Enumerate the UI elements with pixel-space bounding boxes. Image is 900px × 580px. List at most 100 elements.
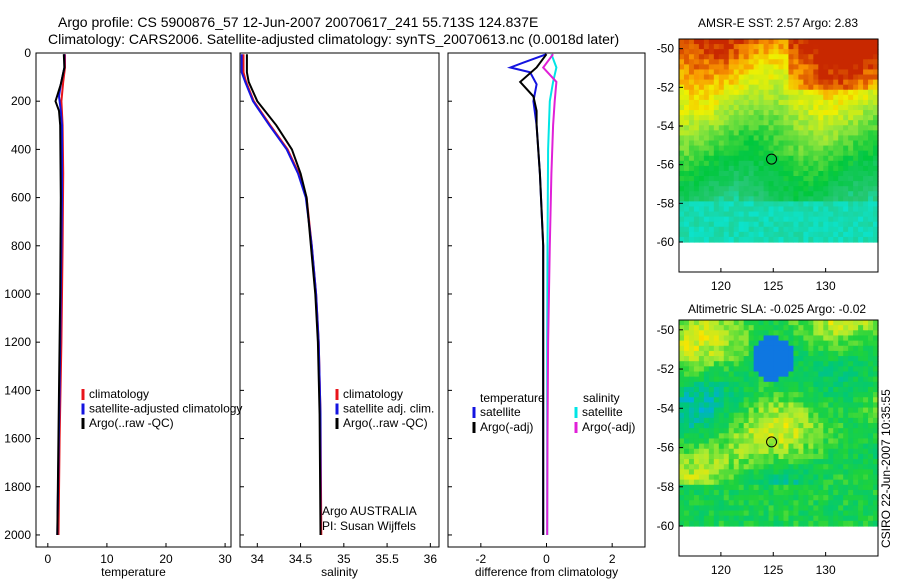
map-cell	[683, 459, 690, 465]
map-cell	[763, 120, 770, 126]
map-cell	[858, 402, 864, 409]
y-tick-label: 1200	[4, 335, 31, 349]
map-cell	[798, 330, 804, 337]
map-cell	[743, 84, 750, 91]
map-cell	[813, 130, 819, 137]
map-cell	[783, 69, 790, 76]
map-cell	[718, 211, 725, 218]
map-cell	[803, 231, 809, 238]
map-cell	[823, 484, 829, 491]
map-cell	[808, 350, 814, 357]
map-cell	[693, 397, 700, 403]
map-cell	[743, 94, 750, 101]
map-cell	[693, 515, 700, 522]
map-cell	[828, 381, 834, 388]
map-cell	[753, 469, 760, 476]
map-cell	[828, 366, 834, 373]
map-cell	[688, 226, 695, 233]
map-cell	[698, 206, 705, 213]
map-cell	[818, 335, 824, 342]
map-cell	[768, 484, 775, 491]
map-cell	[843, 356, 849, 362]
map-cell	[753, 84, 760, 91]
map-cell	[778, 479, 785, 486]
map-cell	[778, 170, 785, 177]
map-cell	[683, 474, 690, 481]
map-cell	[843, 320, 849, 326]
map-cell	[808, 453, 814, 460]
map-cell	[843, 412, 849, 419]
map-cell	[708, 386, 715, 393]
map-cell	[823, 170, 829, 177]
map-cell	[803, 438, 809, 445]
map-cell	[848, 469, 854, 476]
map-cell	[753, 515, 760, 522]
map-cell	[763, 371, 770, 378]
map-cell	[783, 176, 790, 182]
map-cell	[873, 366, 879, 373]
map-cell	[728, 155, 735, 162]
map-cell	[703, 201, 710, 208]
map-cell	[758, 79, 765, 86]
map-cell	[753, 433, 760, 440]
map-cell	[788, 211, 795, 218]
map-cell	[838, 135, 844, 142]
map-cell	[848, 500, 854, 506]
map-cell	[698, 386, 705, 393]
map-cell	[758, 371, 765, 378]
map-cell	[853, 407, 859, 414]
map-cell	[873, 397, 879, 403]
map-cell	[868, 196, 874, 202]
map-cell	[873, 392, 879, 398]
map-cell	[703, 231, 710, 238]
map-cell	[828, 135, 834, 142]
map-cell	[738, 469, 745, 476]
map-cell	[848, 489, 854, 496]
map-cell	[833, 428, 839, 434]
map-cell	[848, 402, 854, 409]
map-cell	[873, 69, 879, 76]
map-cell	[753, 135, 760, 142]
map-cell	[868, 231, 874, 238]
map-cell	[768, 74, 775, 81]
map-cell	[833, 211, 839, 218]
map-cell	[679, 484, 685, 491]
map-cell	[778, 150, 785, 157]
map-cell	[723, 443, 730, 450]
map-cell	[848, 453, 854, 460]
map-cell	[808, 320, 814, 326]
map-cell	[798, 350, 804, 357]
map-cell	[838, 325, 844, 331]
map-cell	[803, 84, 809, 91]
map-cell	[793, 417, 799, 424]
map-cell	[683, 89, 690, 96]
map-cell	[788, 520, 795, 527]
map-cell	[723, 155, 730, 162]
map-cell	[708, 356, 715, 362]
map-cell	[823, 236, 829, 243]
map-cell	[743, 345, 750, 352]
map-cell	[858, 386, 864, 393]
map-cell	[743, 74, 750, 81]
map-cell	[768, 170, 775, 177]
map-cell	[808, 165, 814, 172]
map-cell	[843, 170, 849, 177]
map-cell	[788, 417, 795, 424]
map-cell	[703, 459, 710, 465]
map-cell	[713, 433, 720, 440]
y-tick-label: 400	[11, 142, 31, 156]
map-cell	[783, 464, 790, 470]
map-cell	[698, 412, 705, 419]
map-cell	[813, 84, 819, 91]
map-cell	[828, 397, 834, 403]
map-cell	[703, 489, 710, 496]
map-cell	[858, 89, 864, 96]
map-cell	[838, 448, 844, 455]
map-cell	[873, 448, 879, 455]
map-cell	[679, 407, 685, 414]
map-cell	[828, 196, 834, 202]
map-cell	[813, 448, 819, 455]
map-cell	[743, 211, 750, 218]
map-cell	[808, 236, 814, 243]
map-cell	[708, 165, 715, 172]
